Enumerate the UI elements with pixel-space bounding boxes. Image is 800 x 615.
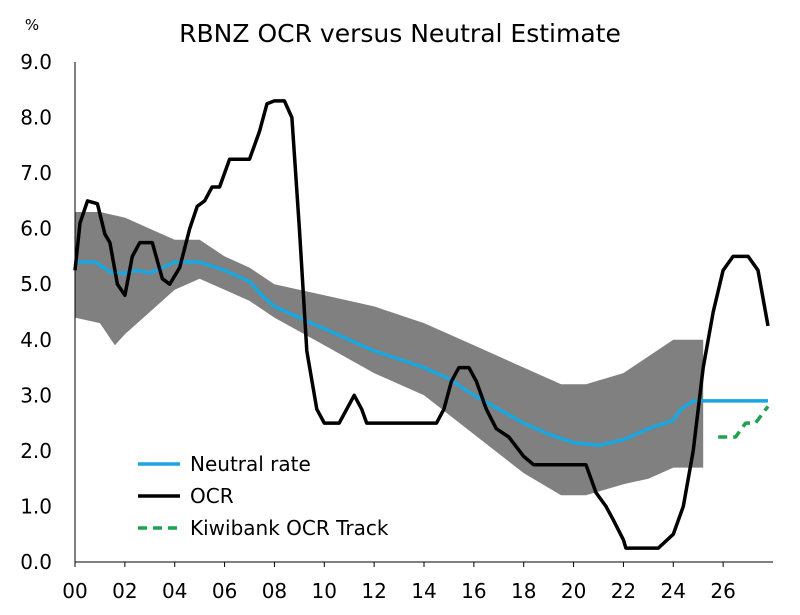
x-tick-label: 20 bbox=[561, 579, 586, 603]
y-tick-label: 4.0 bbox=[20, 328, 52, 352]
series-line-ocr bbox=[73, 99, 770, 550]
x-tick-label: 26 bbox=[710, 579, 735, 603]
x-tick-label: 12 bbox=[361, 579, 386, 603]
y-tick-label: 6.0 bbox=[20, 217, 52, 241]
x-tick-label: 06 bbox=[212, 579, 237, 603]
x-tick-label: 10 bbox=[312, 579, 337, 603]
series-layer bbox=[73, 99, 770, 550]
x-tick-label: 22 bbox=[611, 579, 636, 603]
neutral-estimate-band bbox=[75, 212, 704, 496]
y-tick-label: 5.0 bbox=[20, 272, 52, 296]
legend-label-ocr: OCR bbox=[190, 484, 234, 508]
y-tick-label: 2.0 bbox=[20, 439, 52, 463]
y-tick-label: 7.0 bbox=[20, 161, 52, 185]
y-tick-label: 9.0 bbox=[20, 50, 52, 74]
x-tick-label: 18 bbox=[511, 579, 536, 603]
x-tick-label: 24 bbox=[661, 579, 686, 603]
legend-label-kiwibank-ocr-track: Kiwibank OCR Track bbox=[190, 516, 389, 540]
y-axis-unit-label: % bbox=[25, 16, 39, 34]
legend: Neutral rate OCR Kiwibank OCR Track bbox=[138, 452, 389, 540]
y-tick-label: 3.0 bbox=[20, 383, 52, 407]
x-tick-label: 14 bbox=[411, 579, 436, 603]
x-tick-label: 00 bbox=[62, 579, 87, 603]
chart-title: RBNZ OCR versus Neutral Estimate bbox=[179, 19, 621, 48]
series-line-neutral-rate bbox=[75, 260, 768, 448]
neutral-estimate-band-layer bbox=[75, 212, 704, 496]
x-tick-label: 08 bbox=[262, 579, 287, 603]
x-tick-label: 02 bbox=[112, 579, 137, 603]
legend-label-neutral-rate: Neutral rate bbox=[190, 452, 311, 476]
y-tick-label: 8.0 bbox=[20, 106, 52, 130]
y-tick-label: 1.0 bbox=[20, 494, 52, 518]
y-tick-label: 0.0 bbox=[20, 550, 52, 574]
x-tick-label: 04 bbox=[162, 579, 187, 603]
series-line-kiwibank-ocr-track bbox=[718, 405, 770, 439]
axis-layer: 0.0 1.0 2.0 3.0 4.0 5.0 6.0 7.0 8.0 9.0 00 02 04 06 08… bbox=[20, 50, 773, 603]
x-tick-label: 16 bbox=[461, 579, 486, 603]
